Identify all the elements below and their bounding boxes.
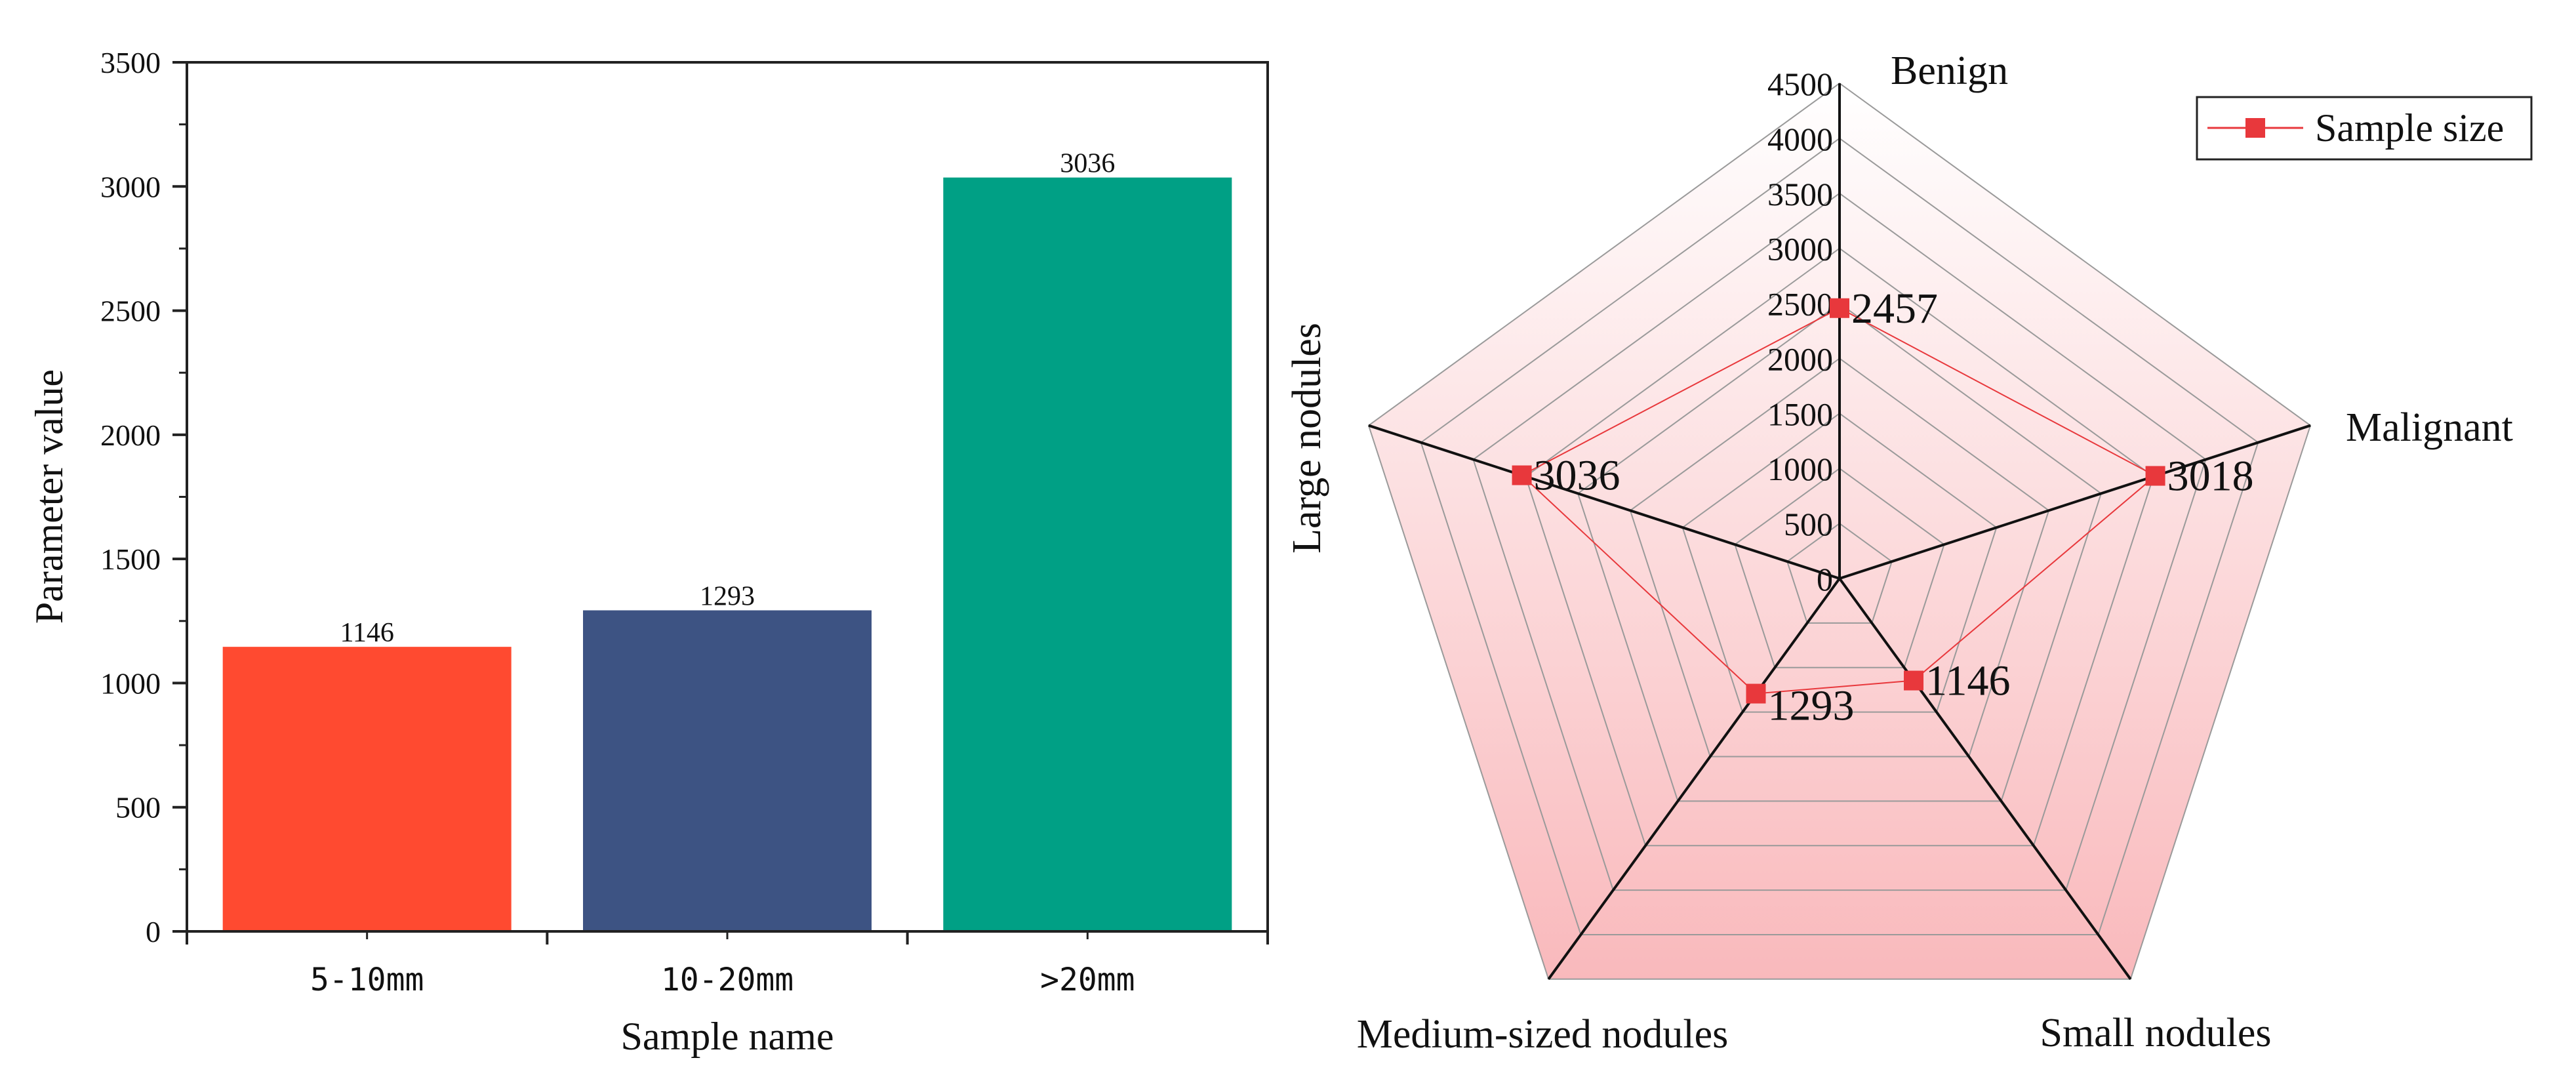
radar-spoke-2 — [1838, 577, 2132, 980]
radar-ring — [1367, 82, 2312, 980]
radar-axis-label-large: Large nodules — [1285, 323, 1329, 554]
bar-y-tick-label-1: 500 — [115, 791, 161, 824]
radar-tick-label-1: 500 — [1784, 506, 1833, 542]
radar-point-2 — [1904, 670, 1924, 691]
radar-point-label-0: 2457 — [1851, 285, 1938, 333]
radar-point-0 — [1830, 298, 1849, 318]
radar-tick-label-2: 1000 — [1767, 451, 1833, 487]
radar-axis-label-malignant: Malignant — [2346, 405, 2513, 450]
radar-ring — [1681, 413, 1998, 713]
radar-spokes — [1368, 83, 2311, 980]
radar-tick-label-0: 0 — [1817, 561, 1833, 598]
radar-ring — [1577, 302, 2103, 802]
bar-2 — [943, 177, 1232, 932]
radar-ring — [1786, 522, 1893, 624]
radar-ring — [1734, 467, 1945, 668]
bar-data-labels: 1146 1293 3036 — [340, 149, 1115, 649]
radar-series — [1512, 298, 2165, 704]
bar-y-tick-label-2: 1000 — [100, 666, 161, 700]
legend: Sample size — [2196, 96, 2533, 161]
radar-axis-label-small: Small nodules — [2040, 1011, 2271, 1055]
legend-label: Sample size — [2315, 106, 2504, 150]
radar-tick-label-3: 1500 — [1767, 396, 1833, 432]
radar-axis-label-benign: Benign — [1891, 49, 2008, 93]
bar-x-tick-label-0: 5-10mm — [310, 962, 424, 998]
radar-chart: 0 500 1000 1500 2000 2500 3000 3500 4000 4500 245… — [1285, 49, 2533, 1057]
bar-series — [222, 177, 1232, 932]
bar-y-axis: 0 500 1000 1500 2000 2500 3000 3500 — [100, 46, 187, 948]
radar-point-labels: 2457 3018 1146 1293 3036 — [1534, 285, 2254, 730]
radar-ring — [1472, 192, 2207, 891]
bar-data-label-1: 1293 — [700, 582, 755, 612]
radar-tick-label-6: 3000 — [1767, 231, 1833, 268]
bar-y-tick-label-4: 2000 — [100, 418, 161, 452]
radar-tick-label-9: 4500 — [1767, 66, 1833, 102]
radar-tick-label-5: 2500 — [1767, 286, 1833, 323]
bar-x-tick-label-1: 10-20mm — [661, 962, 794, 998]
radar-tick-labels: 0 500 1000 1500 2000 2500 3000 3500 4000 4500 — [1767, 66, 1833, 598]
bar-chart: 0 500 1000 1500 2000 2500 3000 3500 5-10mm 10-20… — [28, 46, 1269, 1058]
radar-series-line — [1520, 307, 2157, 695]
radar-point-3 — [1746, 683, 1766, 704]
radar-ring — [1525, 247, 2154, 847]
radar-grid-rings — [1367, 82, 2312, 980]
radar-ring — [1420, 137, 2259, 935]
radar-tick-label-7: 3500 — [1767, 176, 1833, 213]
radar-point-4 — [1512, 465, 1532, 485]
legend-marker — [2245, 118, 2265, 138]
radar-tick-label-8: 4000 — [1767, 121, 1833, 157]
bar-y-tick-label-5: 2500 — [100, 295, 161, 328]
bar-y-tick-label-0: 0 — [146, 915, 161, 948]
bar-y-tick-label-3: 1500 — [100, 542, 161, 576]
radar-point-label-1: 3018 — [2167, 453, 2254, 500]
bar-x-axis-title: Sample name — [621, 1015, 834, 1058]
bar-y-tick-label-7: 3500 — [100, 46, 161, 79]
radar-point-label-4: 3036 — [1534, 452, 1620, 500]
radar-spoke-1 — [1839, 424, 2311, 580]
bar-y-tick-label-6: 3000 — [100, 170, 161, 203]
radar-axis-label-medium: Medium-sized nodules — [1357, 1012, 1729, 1057]
bar-x-axis: 5-10mm 10-20mm >20mm — [186, 931, 1269, 998]
radar-spoke-3 — [1547, 577, 1841, 980]
radar-tick-label-4: 2000 — [1767, 340, 1833, 377]
radar-ring — [1629, 357, 2050, 758]
bar-y-axis-title: Parameter value — [28, 369, 71, 624]
bar-1 — [583, 610, 872, 931]
bar-0 — [222, 647, 512, 931]
radar-point-label-3: 1293 — [1767, 682, 1854, 730]
bar-x-tick-label-2: >20mm — [1040, 962, 1135, 998]
bar-data-label-2: 3036 — [1060, 149, 1115, 179]
radar-point-label-2: 1146 — [1925, 657, 2011, 705]
bar-data-label-0: 1146 — [340, 618, 393, 648]
radar-spoke-4 — [1368, 424, 1840, 580]
radar-point-1 — [2145, 466, 2165, 486]
